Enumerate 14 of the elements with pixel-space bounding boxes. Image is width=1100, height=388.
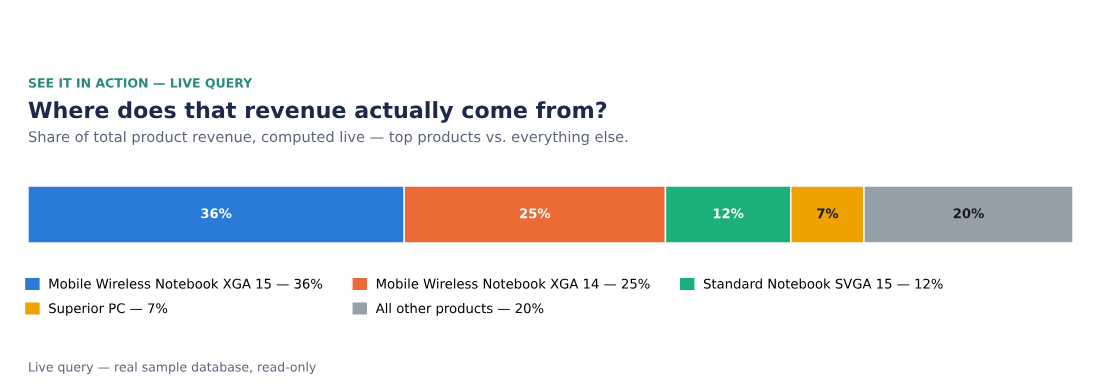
legend-label: Mobile Wireless Notebook XGA 15 — 36% — [49, 278, 323, 289]
legend-label: Superior PC — 7% — [49, 302, 168, 316]
legend-label: Mobile Wireless Notebook XGA 14 — 25% — [376, 278, 650, 289]
data-label: 7% — [817, 208, 839, 219]
chart-subtitle: Share of total product revenue, computed live — top products vs. everything else. — [28, 130, 628, 146]
text: Live query — real sample database, read-only — [29, 361, 316, 375]
legend-label: All other products — 20% — [375, 302, 544, 316]
data-label: 12% — [713, 208, 744, 219]
data-label: 20% — [953, 208, 984, 219]
legend-label: Standard Notebook SVGA 15 — 12% — [703, 278, 943, 289]
chart-title: Where does that revenue actually come from? — [28, 101, 607, 123]
data-label: 25% — [520, 208, 551, 219]
data-label: 36% — [201, 208, 232, 219]
text: SEE IT IN ACTION — LIVE QUERY — [28, 78, 253, 90]
